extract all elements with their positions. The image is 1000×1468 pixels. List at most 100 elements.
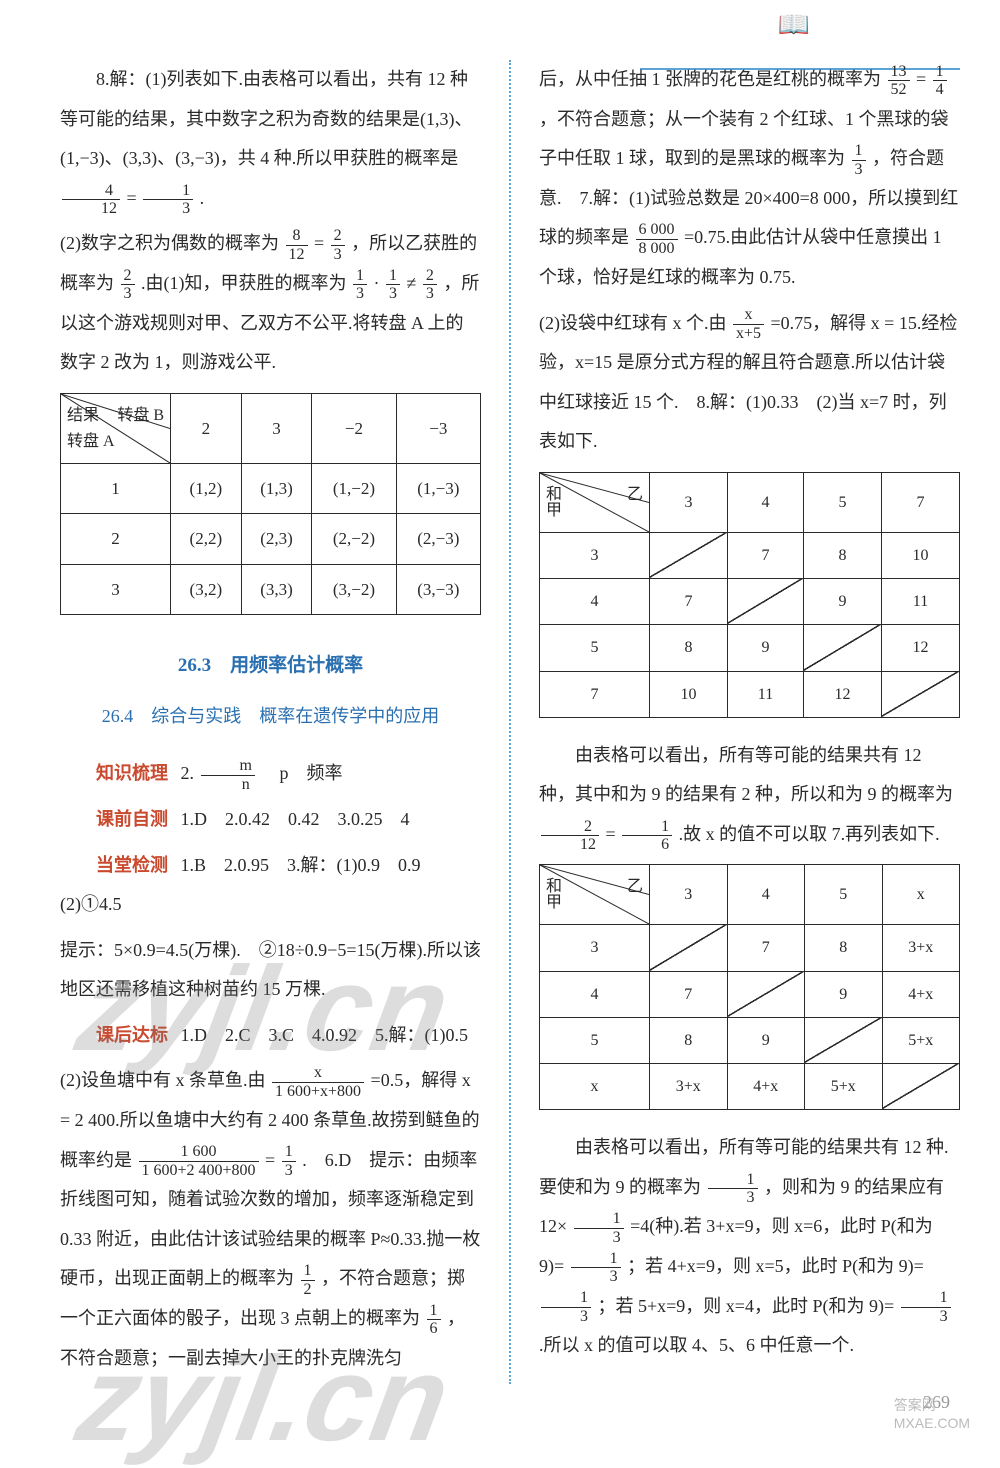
frac: 16 — [622, 818, 672, 854]
frac: 23 — [423, 267, 437, 303]
row-h: 3 — [61, 564, 171, 614]
frac: 13 — [901, 1289, 951, 1325]
cell — [804, 625, 882, 671]
diag-header: 转盘 B 转盘 A 结果 — [61, 393, 171, 463]
post-2: (2)设鱼塘中有 x 条草鱼.由 x1 600+x+800 =0.5，解得 x … — [60, 1061, 481, 1378]
frac: 13 — [574, 1210, 624, 1246]
cell: (1,3) — [241, 463, 312, 513]
left-column: 8.解：(1)列表如下.由表格可以看出，共有 12 种等可能的结果，其中数字之积… — [60, 60, 481, 1384]
text: .所以 x 的值可以取 4、5、6 中任意一个. — [539, 1335, 854, 1355]
text: 1.D 2.0.42 0.42 3.0.25 4 — [181, 809, 410, 829]
right-column: 后，从中任抽 1 张牌的花色是红桃的概率为 1352 = 14 ，不符合题意；从… — [539, 60, 960, 1384]
col-h: 3 — [650, 865, 728, 925]
row-h: 1 — [61, 463, 171, 513]
cell: 7 — [650, 579, 728, 625]
q8-1: 8.解：(1)列表如下.由表格可以看出，共有 12 种等可能的结果，其中数字之积… — [60, 60, 481, 218]
cell: 3+x — [882, 925, 960, 971]
diag-header: 乙 甲 和 — [540, 865, 650, 925]
q8-2: (2)数字之积为偶数的概率为 812 = 23 ，所以乙获胜的概率为 23 .由… — [60, 224, 481, 382]
cell: 8 — [650, 625, 728, 671]
eq: = — [606, 824, 616, 844]
col-h: 5 — [805, 865, 883, 925]
row-h: 7 — [540, 671, 650, 717]
column-divider — [509, 60, 511, 1384]
r-p3: 由表格可以看出，所有等可能的结果共有 12 种，其中和为 9 的结果有 2 种，… — [539, 736, 960, 855]
eq: = — [916, 69, 926, 89]
col-h: −3 — [396, 393, 480, 463]
cell: 4+x — [727, 1064, 805, 1110]
dot: . — [200, 188, 205, 208]
inclass-row: 当堂检测 1.B 2.0.95 3.解：(1)0.9 0.9 (2)①4.5 — [60, 846, 481, 925]
r-p1: 后，从中任抽 1 张牌的花色是红桃的概率为 1352 = 14 ，不符合题意；从… — [539, 60, 960, 298]
cell: (1,2) — [171, 463, 242, 513]
text: .故 x 的值不可以取 7.再列表如下. — [679, 824, 940, 844]
sep: · — [374, 273, 380, 293]
frac: 13 — [282, 1143, 296, 1179]
cell: (3,−2) — [312, 564, 396, 614]
text: .由(1)知，甲获胜的概率为 — [141, 273, 347, 293]
frac: 13 — [708, 1171, 758, 1207]
col-h: 5 — [804, 472, 882, 532]
row-h: 5 — [540, 1017, 650, 1063]
label-post: 课后达标 — [96, 1025, 168, 1045]
r-p2: (2)设袋中红球有 x 个.由 xx+5 =0.75，解得 x = 15.经检验… — [539, 304, 960, 462]
cell — [727, 579, 803, 625]
cell: 7 — [727, 925, 805, 971]
section-subtitle: 26.4 综合与实践 概率在遗传学中的应用 — [60, 697, 481, 737]
cell — [882, 1064, 960, 1110]
cell: 5+x — [882, 1017, 960, 1063]
eq: = — [127, 188, 137, 208]
cell — [805, 1017, 883, 1063]
text: 由表格可以看出，所有等可能的结果共有 12 种，其中和为 9 的结果有 2 种，… — [539, 745, 953, 805]
frac: xx+5 — [733, 306, 764, 342]
label-pretest: 课前自测 — [96, 809, 168, 829]
cell: 11 — [882, 579, 960, 625]
frac: 13 — [143, 182, 193, 218]
label-knowledge: 知识梳理 — [96, 763, 168, 783]
cell: (3,3) — [241, 564, 312, 614]
frac: 13 — [852, 142, 866, 178]
frac: 13 — [541, 1289, 591, 1325]
cell: 9 — [727, 625, 803, 671]
frac: 1352 — [888, 63, 910, 99]
text: p 频率 — [261, 763, 342, 783]
col-h: x — [882, 865, 960, 925]
cell — [650, 532, 728, 578]
row-h: 4 — [540, 971, 650, 1017]
cell: 3+x — [650, 1064, 728, 1110]
site-logo: 答案网MXAE.COM — [894, 1395, 970, 1431]
table-sum-x: 乙 甲 和 345x 3783+x 4794+x 5895+x x3+x4+x5… — [539, 864, 960, 1110]
label-inclass: 当堂检测 — [96, 855, 168, 875]
cell: 10 — [650, 671, 728, 717]
frac: 13 — [571, 1250, 621, 1286]
col-h: 4 — [727, 865, 805, 925]
frac: 23 — [331, 227, 345, 263]
text: (2)数字之积为偶数的概率为 — [60, 233, 279, 253]
row-h: 4 — [540, 579, 650, 625]
diag-header: 乙 甲 和 — [540, 472, 650, 532]
knowledge-row: 知识梳理 2. mn p 频率 — [60, 754, 481, 794]
page-body: 8.解：(1)列表如下.由表格可以看出，共有 12 种等可能的结果，其中数字之积… — [0, 0, 1000, 1424]
neq: ≠ — [407, 273, 417, 293]
col-h: 2 — [171, 393, 242, 463]
cell: 8 — [804, 532, 882, 578]
frac: 13 — [386, 267, 400, 303]
cell — [727, 971, 805, 1017]
table-spinner: 转盘 B 转盘 A 结果 2 3 −2 −3 1(1,2)(1,3)(1,−2)… — [60, 393, 481, 615]
frac: 412 — [62, 182, 120, 218]
row-h: 2 — [61, 514, 171, 564]
frac: 6 0008 000 — [636, 221, 678, 257]
cell: (2,2) — [171, 514, 242, 564]
cell: 11 — [727, 671, 803, 717]
r-p4: 由表格可以看出，所有等可能的结果共有 12 种.要使和为 9 的概率为 13 ，… — [539, 1128, 960, 1366]
cell: 12 — [882, 625, 960, 671]
inclass-hint: 提示：5×0.9=4.5(万棵). ②18÷0.9−5=15(万棵).所以该地区… — [60, 931, 481, 1010]
cell: 5+x — [805, 1064, 883, 1110]
frac: 812 — [286, 227, 308, 263]
cell: (1,−2) — [312, 463, 396, 513]
cell: (1,−3) — [396, 463, 480, 513]
cell: (3,2) — [171, 564, 242, 614]
cell: 7 — [650, 971, 728, 1017]
cell: (2,−3) — [396, 514, 480, 564]
text: ；若 4+x=9，则 x=5，此时 P(和为 9)= — [627, 1256, 924, 1276]
